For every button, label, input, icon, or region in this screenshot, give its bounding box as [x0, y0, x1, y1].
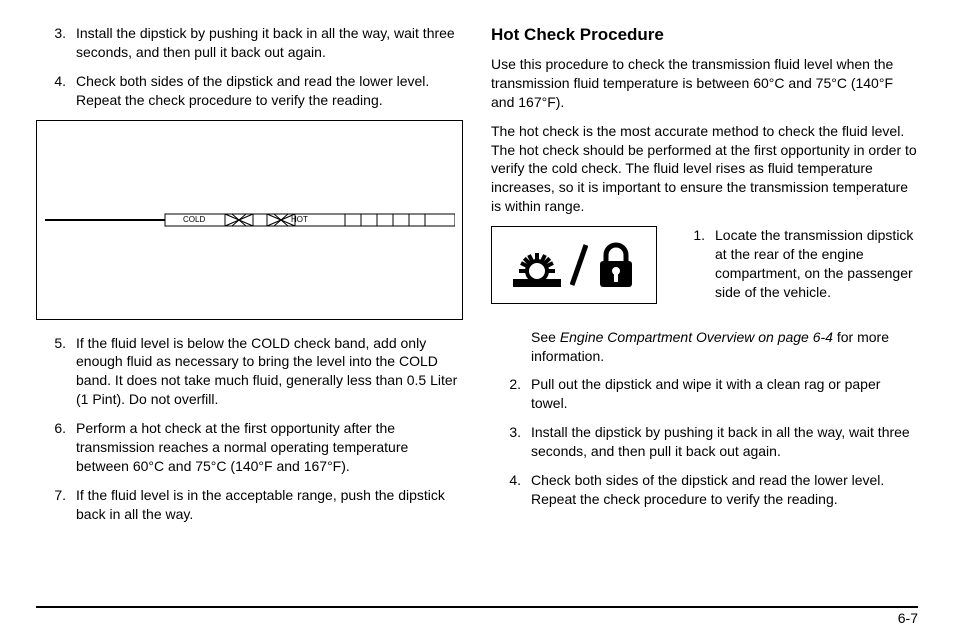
paragraph: Use this procedure to check the transmis…: [491, 55, 918, 112]
list-item: 6. Perform a hot check at the first oppo…: [36, 419, 463, 476]
step-number: 3.: [36, 24, 76, 62]
step-number: 1.: [675, 226, 715, 302]
step-text: If the fluid level is below the COLD che…: [76, 334, 463, 410]
icon-and-step1-row: 1. Locate the transmission dipstick at t…: [491, 226, 918, 312]
see-prefix: See: [531, 329, 560, 345]
step-text: Pull out the dipstick and wipe it with a…: [531, 375, 918, 413]
list-item: 4. Check both sides of the dipstick and …: [36, 72, 463, 110]
steps-5-7: 5. If the fluid level is below the COLD …: [36, 334, 463, 524]
step-text: Install the dipstick by pushing it back …: [531, 423, 918, 461]
steps-3-4: 3. Install the dipstick by pushing it ba…: [36, 24, 463, 110]
step-number: 5.: [36, 334, 76, 410]
steps-2-4: 2. Pull out the dipstick and wipe it wit…: [491, 375, 918, 508]
step-number: 7.: [36, 486, 76, 524]
two-column-layout: 3. Install the dipstick by pushing it ba…: [36, 24, 918, 584]
lock-icon: [594, 241, 638, 289]
list-item: 3. Install the dipstick by pushing it ba…: [491, 423, 918, 461]
see-link: Engine Compartment Overview on page 6-4: [560, 329, 833, 345]
left-column: 3. Install the dipstick by pushing it ba…: [36, 24, 463, 584]
gear-lock-figure: [491, 226, 657, 304]
footer-rule: [36, 606, 918, 608]
list-item: 5. If the fluid level is below the COLD …: [36, 334, 463, 410]
step-number: 2.: [491, 375, 531, 413]
page-number: 6-7: [898, 609, 918, 628]
slash-icon: [570, 241, 588, 289]
list-item: 3. Install the dipstick by pushing it ba…: [36, 24, 463, 62]
dipstick-hot-label: HOT: [291, 215, 308, 226]
list-item: 7. If the fluid level is in the acceptab…: [36, 486, 463, 524]
step-number: 4.: [36, 72, 76, 110]
step-text: Install the dipstick by pushing it back …: [76, 24, 463, 62]
list-item: 2. Pull out the dipstick and wipe it wit…: [491, 375, 918, 413]
step-text: Locate the transmission dipstick at the …: [715, 226, 918, 302]
section-heading: Hot Check Procedure: [491, 24, 918, 47]
list-item: 4. Check both sides of the dipstick and …: [491, 471, 918, 509]
step-text: If the fluid level is in the acceptable …: [76, 486, 463, 524]
step-text: Check both sides of the dipstick and rea…: [531, 471, 918, 509]
step-number: 4.: [491, 471, 531, 509]
dipstick-cold-label: COLD: [183, 215, 205, 226]
dipstick-figure: COLD HOT: [36, 120, 463, 320]
step-number: 6.: [36, 419, 76, 476]
step-1-list: 1. Locate the transmission dipstick at t…: [675, 226, 918, 312]
gear-icon: [510, 241, 564, 289]
step-text: Perform a hot check at the first opportu…: [76, 419, 463, 476]
paragraph: The hot check is the most accurate metho…: [491, 122, 918, 216]
right-column: Hot Check Procedure Use this procedure t…: [491, 24, 918, 584]
dipstick-icon: [45, 205, 455, 235]
step-number: 3.: [491, 423, 531, 461]
see-reference: See Engine Compartment Overview on page …: [491, 328, 918, 366]
step-text: Check both sides of the dipstick and rea…: [76, 72, 463, 110]
list-item: 1. Locate the transmission dipstick at t…: [675, 226, 918, 302]
